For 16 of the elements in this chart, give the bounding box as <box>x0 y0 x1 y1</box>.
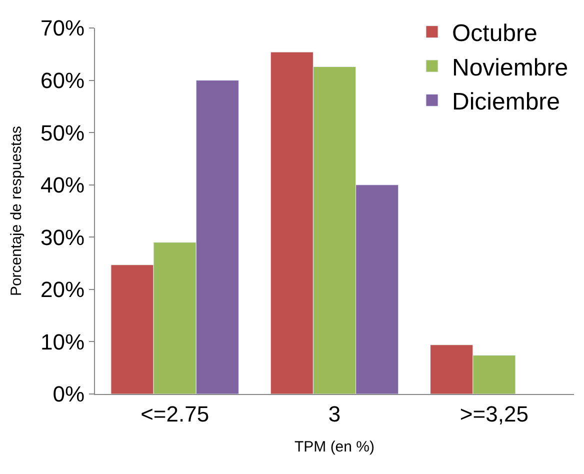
y-tick-label: 0% <box>52 382 85 407</box>
y-tick-label: 20% <box>40 277 85 302</box>
y-axis-title: Porcentaje de respuestas <box>8 126 25 296</box>
y-tick-label: 10% <box>40 329 85 354</box>
legend-label: Octubre <box>452 20 538 48</box>
legend-label: Noviembre <box>452 54 568 82</box>
y-tick-label: 40% <box>40 172 85 198</box>
y-tick-label: 30% <box>40 224 85 250</box>
x-tick-label: 3 <box>328 401 341 426</box>
y-tick-label: 70% <box>40 16 85 41</box>
x-tick-label: >=3,25 <box>460 401 528 426</box>
y-tick-label: 60% <box>40 68 85 93</box>
legend-label: Diciembre <box>452 88 560 116</box>
x-axis-title: TPM (en %) <box>294 438 375 456</box>
x-tick-label: <=2.75 <box>140 401 210 426</box>
y-tick-label: 50% <box>40 120 85 146</box>
